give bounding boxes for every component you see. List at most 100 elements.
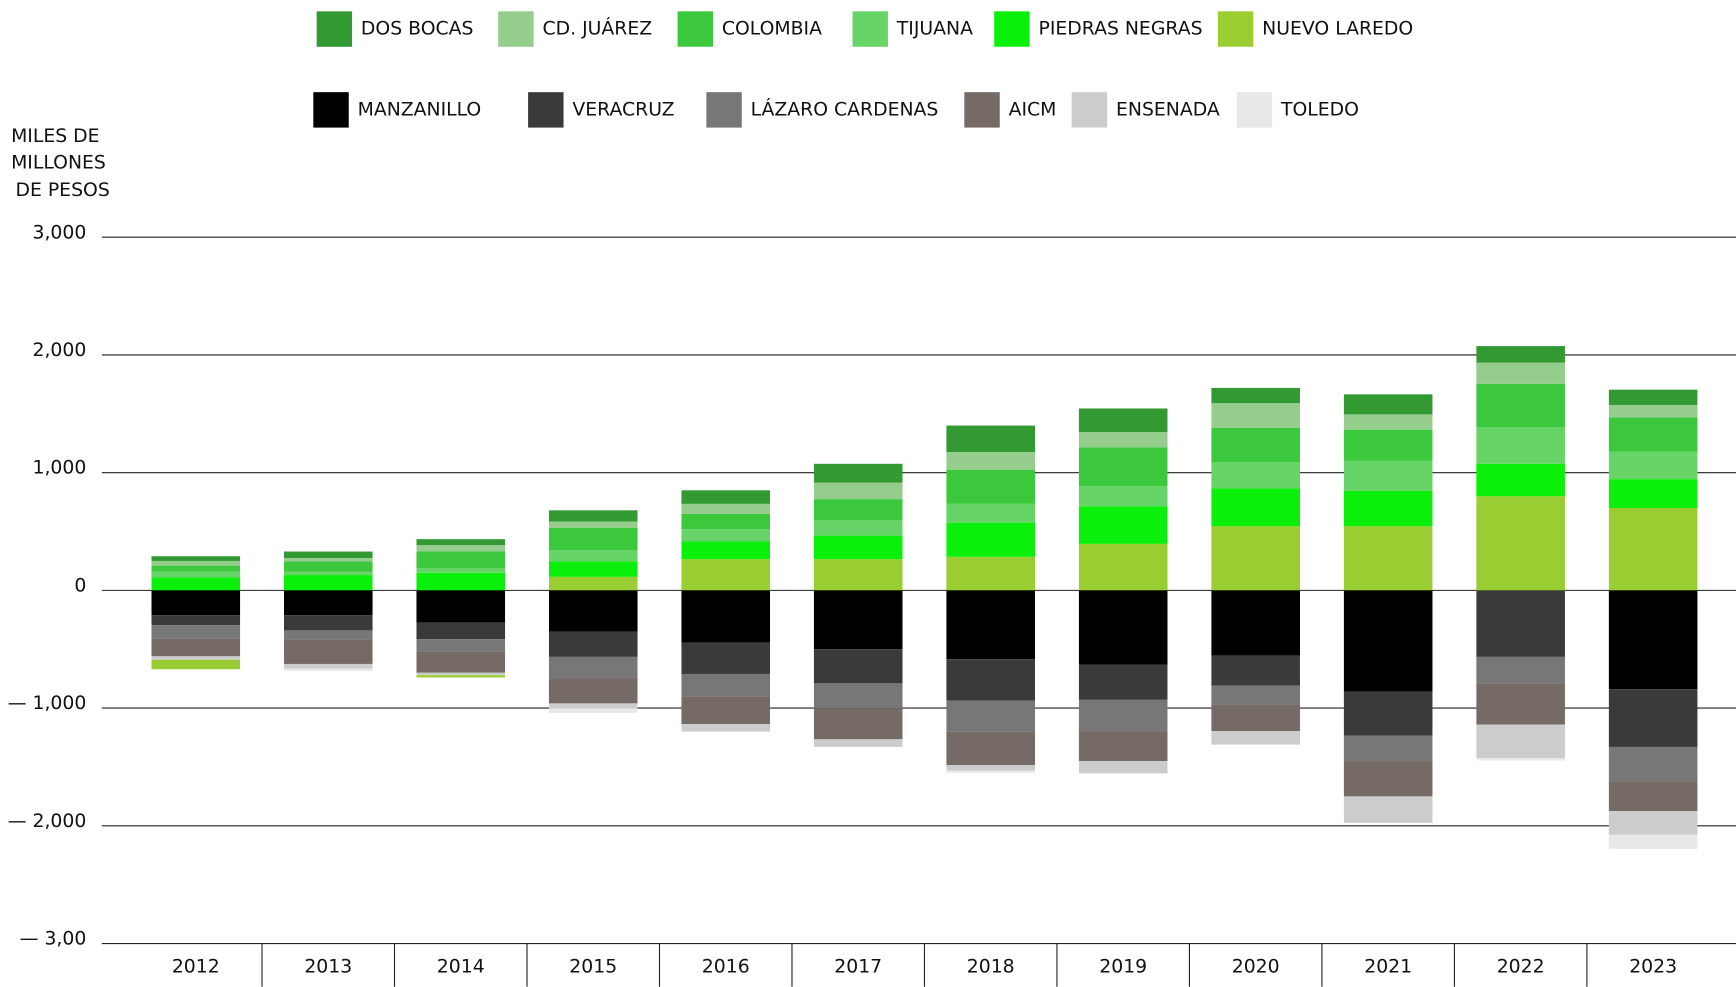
x-tick-label: 2015 xyxy=(569,956,617,977)
y-tick-label: — 2,000 xyxy=(8,811,87,832)
bar-segment xyxy=(548,510,638,522)
bar-segment xyxy=(681,541,771,560)
bar-segment xyxy=(548,550,638,562)
bar-segment xyxy=(1211,685,1300,705)
legend-label: PIEDRAS NEGRAS xyxy=(1039,19,1203,40)
bar-segment xyxy=(946,425,1035,453)
bar-segment xyxy=(946,556,1035,591)
legend-swatch xyxy=(1236,92,1273,128)
y-axis-label: MILLONES xyxy=(11,153,106,174)
x-tick-label: 2018 xyxy=(967,956,1015,977)
bar-segment xyxy=(813,649,903,684)
bar-segment xyxy=(1078,590,1168,665)
bar-segment xyxy=(416,539,506,546)
bar-segment xyxy=(151,659,241,670)
legend-label: MANZANILLO xyxy=(358,99,482,120)
bar-segment xyxy=(1608,451,1698,480)
legend-label: LÁZARO CARDENAS xyxy=(751,97,939,120)
bar-segment xyxy=(1343,490,1433,527)
bar-segment xyxy=(548,631,638,657)
x-tick-label: 2022 xyxy=(1497,956,1545,977)
legend-swatch xyxy=(1071,92,1108,128)
bar-segment xyxy=(1343,590,1433,692)
bar-segment xyxy=(1343,735,1433,762)
bar-segment xyxy=(1078,699,1168,732)
bar-segment xyxy=(416,551,506,569)
x-tick-label: 2016 xyxy=(702,956,750,977)
bar-segment xyxy=(1211,526,1300,591)
bar-segment xyxy=(1608,746,1698,782)
x-tick-label: 2020 xyxy=(1232,956,1280,977)
x-tick-label: 2014 xyxy=(437,956,485,977)
bar-segment xyxy=(151,560,241,566)
bar-segment xyxy=(681,490,771,504)
x-tick-label: 2019 xyxy=(1099,956,1147,977)
bar-segment xyxy=(548,703,638,709)
bar-segment xyxy=(681,559,771,591)
bar-segment xyxy=(1078,506,1168,544)
legend-label: CD. JUÁREZ xyxy=(543,17,653,40)
bar-segment xyxy=(813,590,903,650)
bar-segment xyxy=(1343,691,1433,736)
bar-segment xyxy=(1211,731,1300,745)
bar-segment xyxy=(416,672,506,676)
bar-segment xyxy=(1211,427,1300,463)
bar-segment xyxy=(813,499,903,521)
bar-segment xyxy=(1343,796,1433,823)
bar-segment xyxy=(1211,462,1300,489)
bar-segment xyxy=(283,630,373,640)
x-tick-label: 2021 xyxy=(1364,956,1412,977)
bar-segment xyxy=(1343,394,1433,415)
bar-segment xyxy=(548,576,638,591)
bar-segment xyxy=(1078,486,1168,507)
bar-segment xyxy=(681,642,771,674)
bar-segment xyxy=(1608,507,1698,591)
bar-segment xyxy=(946,765,1035,771)
bar-segment xyxy=(151,590,241,616)
bar-segment xyxy=(283,571,373,576)
legend-swatch xyxy=(528,92,564,128)
bar-segment xyxy=(1078,761,1168,774)
bar-segment xyxy=(946,469,1035,504)
bar-segment xyxy=(416,675,506,678)
bar-segment xyxy=(283,663,373,669)
bar-segment xyxy=(151,638,241,657)
bar-segment xyxy=(416,572,506,591)
bar-segment xyxy=(548,656,638,679)
legend-swatch xyxy=(994,11,1030,47)
bar-segment xyxy=(813,559,903,591)
bar-segment xyxy=(1078,664,1168,700)
bar-segment xyxy=(1343,429,1433,461)
bar-segment xyxy=(1476,463,1565,497)
y-axis-label: MILES DE xyxy=(11,126,99,147)
bar-segment xyxy=(1343,414,1433,430)
bar-segment xyxy=(1211,403,1300,428)
bar-segment xyxy=(813,708,903,740)
bar-segment xyxy=(1343,526,1433,591)
bar-segment xyxy=(1608,389,1698,405)
legend-swatch xyxy=(677,11,713,47)
y-tick-label: 2,000 xyxy=(32,340,86,361)
bar-segment xyxy=(151,565,241,572)
bar-segment xyxy=(813,482,903,500)
bar-segment xyxy=(946,770,1035,773)
legend-swatch xyxy=(498,11,534,47)
bar-segment xyxy=(813,739,903,747)
bar-segment xyxy=(1608,590,1698,690)
bar-segment xyxy=(1078,447,1168,487)
bar-segment xyxy=(283,668,373,672)
bar-segment xyxy=(1078,432,1168,448)
legend-label: ENSENADA xyxy=(1116,99,1220,120)
bar-segment xyxy=(1078,731,1168,762)
legend-swatch xyxy=(313,92,349,128)
bar-segment xyxy=(548,590,638,632)
bar-segment xyxy=(1476,427,1565,464)
legend-label: DOS BOCAS xyxy=(361,19,474,40)
bar-segment xyxy=(1078,408,1168,433)
bar-segment xyxy=(283,575,373,591)
bar-segment xyxy=(548,678,638,704)
bar-segment xyxy=(681,529,771,542)
bar-segment xyxy=(548,521,638,528)
bar-segment xyxy=(1476,362,1565,384)
legend-label: AICM xyxy=(1009,99,1057,120)
